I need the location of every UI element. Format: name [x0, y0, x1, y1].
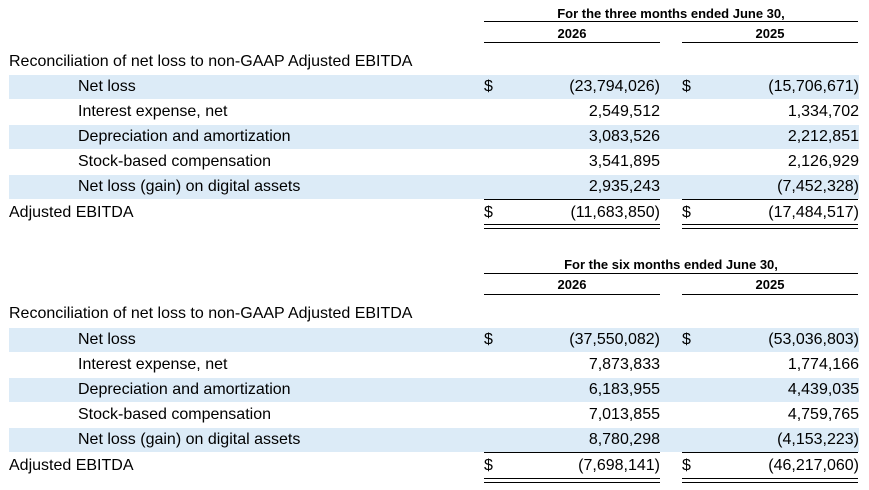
current-total: (7,698,141): [578, 457, 660, 474]
current-value: 8,780,298: [588, 431, 660, 448]
row-label: Interest expense, net: [78, 103, 228, 120]
currency-symbol: $: [682, 204, 691, 221]
total-double-rule-prior: [682, 478, 858, 483]
table-row: Net loss (gain) on digital assets 8,780,…: [9, 428, 859, 452]
total-row: Adjusted EBITDA $ (11,683,850) $ (17,484…: [9, 201, 859, 225]
table-row: Depreciation and amortization 3,083,526 …: [9, 125, 859, 149]
total-double-rule-prior: [682, 224, 858, 229]
period-title-rule: [484, 273, 858, 274]
current-value: (23,794,026): [569, 78, 660, 95]
currency-symbol: $: [484, 204, 493, 221]
year-prior-header: 2025: [755, 277, 785, 292]
currency-symbol: $: [682, 331, 691, 348]
prior-value: (7,452,328): [777, 178, 859, 195]
table-row: Interest expense, net 7,873,833 1,774,16…: [9, 353, 859, 377]
currency-symbol: $: [484, 457, 493, 474]
currency-symbol: $: [682, 457, 691, 474]
prior-value: 1,774,166: [787, 356, 859, 373]
year-current-header: 2026: [557, 277, 587, 292]
table-row: Depreciation and amortization 6,183,955 …: [9, 378, 859, 402]
table-row: Stock-based compensation 7,013,855 4,759…: [9, 403, 859, 427]
row-label: Stock-based compensation: [78, 153, 271, 170]
period-title-rule: [484, 21, 858, 22]
current-value: 3,083,526: [588, 128, 660, 145]
prior-value: 2,126,929: [787, 153, 859, 170]
year-prior-header: 2025: [755, 26, 785, 41]
total-double-rule-current: [484, 224, 660, 229]
year-prior-rule: [682, 42, 858, 43]
current-value: 7,013,855: [588, 406, 660, 423]
row-label: Depreciation and amortization: [78, 128, 291, 145]
row-label: Depreciation and amortization: [78, 381, 291, 398]
row-label: Net loss (gain) on digital assets: [78, 431, 301, 448]
prior-value: 2,212,851: [787, 128, 859, 145]
row-label: Net loss: [78, 331, 136, 348]
current-total: (11,683,850): [570, 204, 660, 221]
prior-value: 4,439,035: [787, 381, 859, 398]
period-title: For the three months ended June 30,: [557, 6, 785, 21]
prior-value: (15,706,671): [768, 78, 859, 95]
subtotal-rule-current: [484, 199, 660, 200]
heading-label: Reconciliation of net loss to non-GAAP A…: [9, 305, 413, 322]
row-label: Stock-based compensation: [78, 406, 271, 423]
subtotal-rule-prior: [682, 199, 858, 200]
year-current-rule: [484, 294, 660, 295]
prior-value: (53,036,803): [768, 331, 859, 348]
current-value: 3,541,895: [588, 153, 660, 170]
current-value: 6,183,955: [588, 381, 660, 398]
row-label: Net loss: [78, 78, 136, 95]
year-current-rule: [484, 42, 660, 43]
table-row: Net loss (gain) on digital assets 2,935,…: [9, 175, 859, 199]
table-row: Net loss $ (23,794,026) $ (15,706,671): [9, 75, 859, 99]
row-label: Interest expense, net: [78, 356, 228, 373]
current-value: 7,873,833: [588, 356, 660, 373]
section-heading: Reconciliation of net loss to non-GAAP A…: [9, 50, 859, 74]
total-row: Adjusted EBITDA $ (7,698,141) $ (46,217,…: [9, 454, 859, 478]
current-value: (37,550,082): [569, 331, 660, 348]
currency-symbol: $: [484, 331, 493, 348]
prior-value: 4,759,765: [787, 406, 859, 423]
table-row: Net loss $ (37,550,082) $ (53,036,803): [9, 328, 859, 352]
subtotal-rule-prior: [682, 452, 858, 453]
prior-total: (46,217,060): [768, 457, 859, 474]
currency-symbol: $: [484, 78, 493, 95]
table-row: Stock-based compensation 3,541,895 2,126…: [9, 150, 859, 174]
prior-total: (17,484,517): [768, 204, 859, 221]
current-value: 2,935,243: [588, 178, 660, 195]
year-prior-rule: [682, 294, 858, 295]
current-value: 2,549,512: [588, 103, 660, 120]
currency-symbol: $: [682, 78, 691, 95]
total-label: Adjusted EBITDA: [9, 457, 134, 474]
prior-value: 1,334,702: [787, 103, 859, 120]
table-row: Interest expense, net 2,549,512 1,334,70…: [9, 100, 859, 124]
section-heading: Reconciliation of net loss to non-GAAP A…: [9, 302, 859, 326]
heading-label: Reconciliation of net loss to non-GAAP A…: [9, 53, 413, 70]
total-label: Adjusted EBITDA: [9, 204, 134, 221]
period-title: For the six months ended June 30,: [564, 257, 778, 272]
total-double-rule-current: [484, 478, 660, 483]
row-label: Net loss (gain) on digital assets: [78, 178, 301, 195]
year-current-header: 2026: [557, 26, 587, 41]
subtotal-rule-current: [484, 452, 660, 453]
prior-value: (4,153,223): [777, 431, 859, 448]
